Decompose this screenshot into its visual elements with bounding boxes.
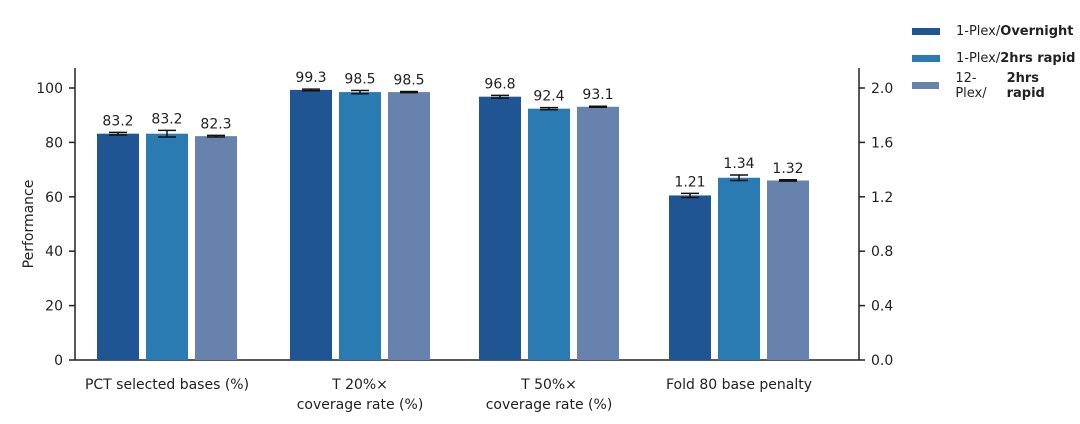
x-tick-label: Fold 80 base penalty (666, 377, 812, 393)
left-tick-label: 0 (54, 353, 63, 369)
left-tick-label: 60 (45, 190, 63, 206)
bar (479, 96, 521, 360)
legend-item-1plex-2hrs: 1-Plex/2hrs rapid (912, 45, 1080, 72)
right-tick-label: 0.0 (871, 353, 893, 369)
legend-item-1plex-overnight: 1-Plex/Overnight (912, 18, 1080, 45)
y-axis-label: Performance (21, 180, 37, 269)
bar (528, 108, 570, 360)
legend: 1-Plex/Overnight 1-Plex/2hrs rapid 12-Pl… (912, 18, 1080, 101)
right-tick-label: 0.8 (871, 244, 893, 260)
left-tick-label: 80 (45, 135, 63, 151)
bar (767, 180, 809, 360)
data-label: 92.4 (533, 89, 564, 105)
data-label: 98.5 (393, 73, 424, 89)
x-tick-label: PCT selected bases (%) (85, 377, 249, 393)
left-tick-label: 40 (45, 244, 63, 260)
legend-label-bold: 2hrs rapid (1000, 51, 1076, 66)
data-label: 98.5 (344, 71, 375, 87)
legend-label: 1-Plex/ (956, 51, 1001, 66)
x-tick-label: T 20%× (331, 377, 388, 393)
bar (195, 136, 237, 360)
legend-label-bold: Overnight (1000, 24, 1074, 39)
bar (577, 106, 619, 360)
right-tick-label: 2.0 (871, 81, 893, 97)
right-tick-label: 1.6 (871, 135, 893, 151)
data-label: 1.21 (674, 174, 705, 190)
bar (290, 89, 332, 361)
left-tick-label: 100 (36, 81, 63, 97)
bar (388, 92, 430, 360)
legend-item-12plex-2hrs: 12-Plex/2hrs rapid (912, 70, 1080, 101)
bar (718, 177, 760, 360)
data-label: 82.3 (200, 116, 231, 132)
legend-label: 12-Plex/ (955, 70, 987, 101)
right-tick-label: 1.2 (871, 190, 893, 206)
bar (146, 133, 188, 360)
legend-swatch (912, 55, 940, 62)
legend-swatch (912, 28, 940, 35)
x-tick-label: T 50%× (520, 377, 577, 393)
data-label: 99.3 (295, 70, 326, 86)
data-label: 1.34 (723, 156, 754, 172)
data-label: 93.1 (582, 87, 613, 103)
x-tick-label: coverage rate (%) (486, 397, 613, 413)
data-label: 1.32 (772, 161, 803, 177)
x-tick-label: coverage rate (%) (297, 397, 424, 413)
legend-swatch (912, 82, 940, 89)
data-label: 83.2 (151, 111, 182, 127)
legend-label: 1-Plex/ (956, 24, 1001, 39)
legend-label-bold: 2hrs rapid (1006, 70, 1045, 101)
bar (97, 133, 139, 360)
left-tick-label: 20 (45, 299, 63, 315)
data-label: 96.8 (484, 76, 515, 92)
data-label: 83.2 (102, 113, 133, 129)
bar (669, 195, 711, 360)
bar (339, 92, 381, 360)
right-tick-label: 0.4 (871, 299, 893, 315)
